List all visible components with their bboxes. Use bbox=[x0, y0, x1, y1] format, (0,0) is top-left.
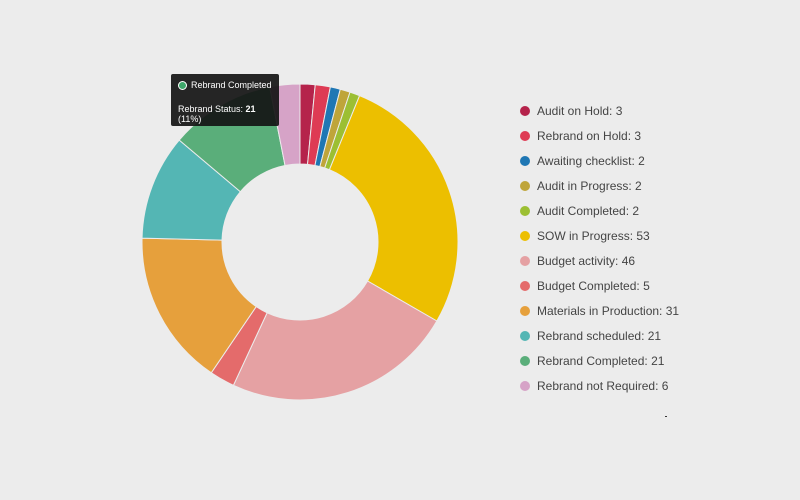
legend-label: Rebrand scheduled: 21 bbox=[537, 328, 662, 343]
legend-label: Audit on Hold: 3 bbox=[537, 103, 623, 118]
legend-label: Budget Completed: 5 bbox=[537, 278, 650, 293]
legend-item-audit-on-hold[interactable]: Audit on Hold: 3 bbox=[520, 98, 679, 123]
legend-swatch bbox=[520, 380, 530, 391]
legend-label: Awaiting checklist: 2 bbox=[537, 153, 645, 168]
legend-item-budget-completed[interactable]: Budget Completed: 5 bbox=[520, 273, 679, 298]
legend-item-audit-in-progress[interactable]: Audit in Progress: 2 bbox=[520, 173, 679, 198]
chart-tooltip: Rebrand Completed Rebrand Status: 21 (11… bbox=[171, 74, 279, 126]
legend-item-audit-completed[interactable]: Audit Completed: 2 bbox=[520, 198, 679, 223]
legend-swatch bbox=[520, 105, 530, 116]
legend-swatch bbox=[520, 305, 530, 316]
legend-label: Rebrand on Hold: 3 bbox=[537, 128, 642, 143]
legend-swatch bbox=[520, 330, 530, 341]
legend-swatch bbox=[520, 355, 530, 366]
legend-item-awaiting-checklist[interactable]: Awaiting checklist: 2 bbox=[520, 148, 679, 173]
legend-label: Rebrand Completed: 21 bbox=[537, 353, 665, 368]
donut-slice-sow-in-progress[interactable] bbox=[328, 95, 459, 322]
legend-item-sow-in-progress[interactable]: SOW in Progress: 53 bbox=[520, 223, 679, 248]
legend-label: Materials in Production: 31 bbox=[537, 303, 680, 318]
donut-slice-budget-activity[interactable] bbox=[232, 280, 438, 401]
legend-item-rebrand-completed[interactable]: Rebrand Completed: 21 bbox=[520, 348, 679, 373]
tooltip-percent: (11%) bbox=[178, 114, 202, 124]
legend-item-rebrand-not-required[interactable]: Rebrand not Required: 6 bbox=[520, 373, 679, 398]
legend-item-materials-in-production[interactable]: Materials in Production: 31 bbox=[520, 298, 679, 323]
legend-label: Audit in Progress: 2 bbox=[537, 178, 642, 193]
tooltip-value-line: Rebrand Status: 21 (11%) bbox=[178, 104, 272, 124]
tooltip-value: 21 bbox=[245, 104, 256, 114]
tooltip-header: Rebrand Completed bbox=[178, 80, 272, 90]
stray-mark bbox=[665, 416, 667, 417]
legend-label: Audit Completed: 2 bbox=[537, 203, 640, 218]
legend-swatch bbox=[520, 230, 530, 241]
legend-swatch bbox=[520, 280, 530, 291]
legend-swatch bbox=[520, 255, 530, 266]
legend-item-rebrand-scheduled[interactable]: Rebrand scheduled: 21 bbox=[520, 323, 679, 348]
tooltip-series-name: Rebrand Completed bbox=[191, 80, 272, 90]
legend-swatch bbox=[520, 130, 530, 141]
legend-swatch bbox=[520, 180, 530, 191]
tooltip-metric-label: Rebrand Status: bbox=[178, 104, 246, 114]
legend-swatch bbox=[520, 205, 530, 216]
legend-label: Budget activity: 46 bbox=[537, 253, 636, 268]
legend-item-budget-activity[interactable]: Budget activity: 46 bbox=[520, 248, 679, 273]
legend-item-rebrand-on-hold[interactable]: Rebrand on Hold: 3 bbox=[520, 123, 679, 148]
legend-label: Rebrand not Required: 6 bbox=[537, 378, 669, 393]
donut-slice-materials-in-production[interactable] bbox=[141, 237, 257, 374]
legend-label: SOW in Progress: 53 bbox=[537, 228, 650, 243]
legend-swatch bbox=[520, 155, 530, 166]
chart-legend: Audit on Hold: 3 Rebrand on Hold: 3 Awaiti… bbox=[520, 98, 679, 398]
tooltip-series-dot bbox=[178, 80, 187, 90]
